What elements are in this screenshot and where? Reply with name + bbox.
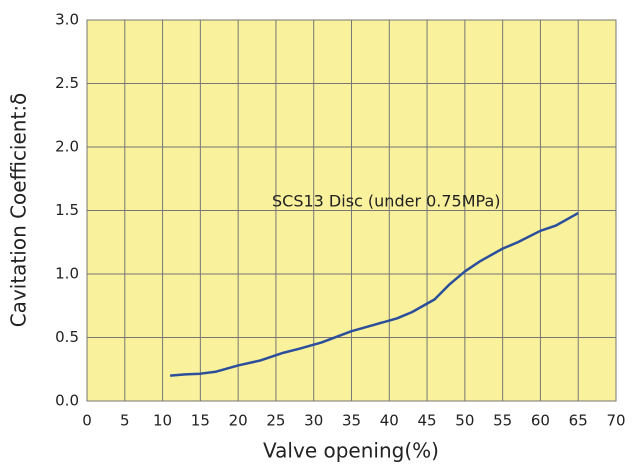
annotation: SCS13 Disc (under 0.75MPa) <box>272 192 501 211</box>
x-tick-label: 70 <box>606 412 625 430</box>
x-tick-label: 40 <box>380 412 399 430</box>
x-axis-title: Valve opening(%) <box>263 439 439 463</box>
y-tick-label: 2.0 <box>55 138 79 156</box>
x-tick-label: 25 <box>266 412 285 430</box>
y-tick-label: 0.0 <box>55 392 79 410</box>
x-tick-label: 15 <box>191 412 210 430</box>
y-tick-label: 3.0 <box>55 11 79 29</box>
data-line <box>170 211 579 377</box>
y-tick-label: 0.5 <box>55 328 79 346</box>
x-tick-label: 5 <box>120 412 130 430</box>
x-tick-label: 50 <box>455 412 474 430</box>
x-tick-label: 10 <box>153 412 172 430</box>
y-tick-label: 1.0 <box>55 265 79 283</box>
x-tick-label: 60 <box>531 412 550 430</box>
y-tick-label: 2.5 <box>55 74 79 92</box>
x-tick-label: 20 <box>229 412 248 430</box>
x-tick-label: 55 <box>493 412 512 430</box>
x-tick-label: 35 <box>342 412 361 430</box>
y-axis-title: Cavitation Coefficient:δ <box>7 93 31 328</box>
y-tick-label: 1.5 <box>55 201 79 219</box>
x-tick-label: 45 <box>418 412 437 430</box>
x-tick-label: 65 <box>569 412 588 430</box>
x-tick-label: 0 <box>82 412 92 430</box>
x-tick-label: 30 <box>304 412 323 430</box>
